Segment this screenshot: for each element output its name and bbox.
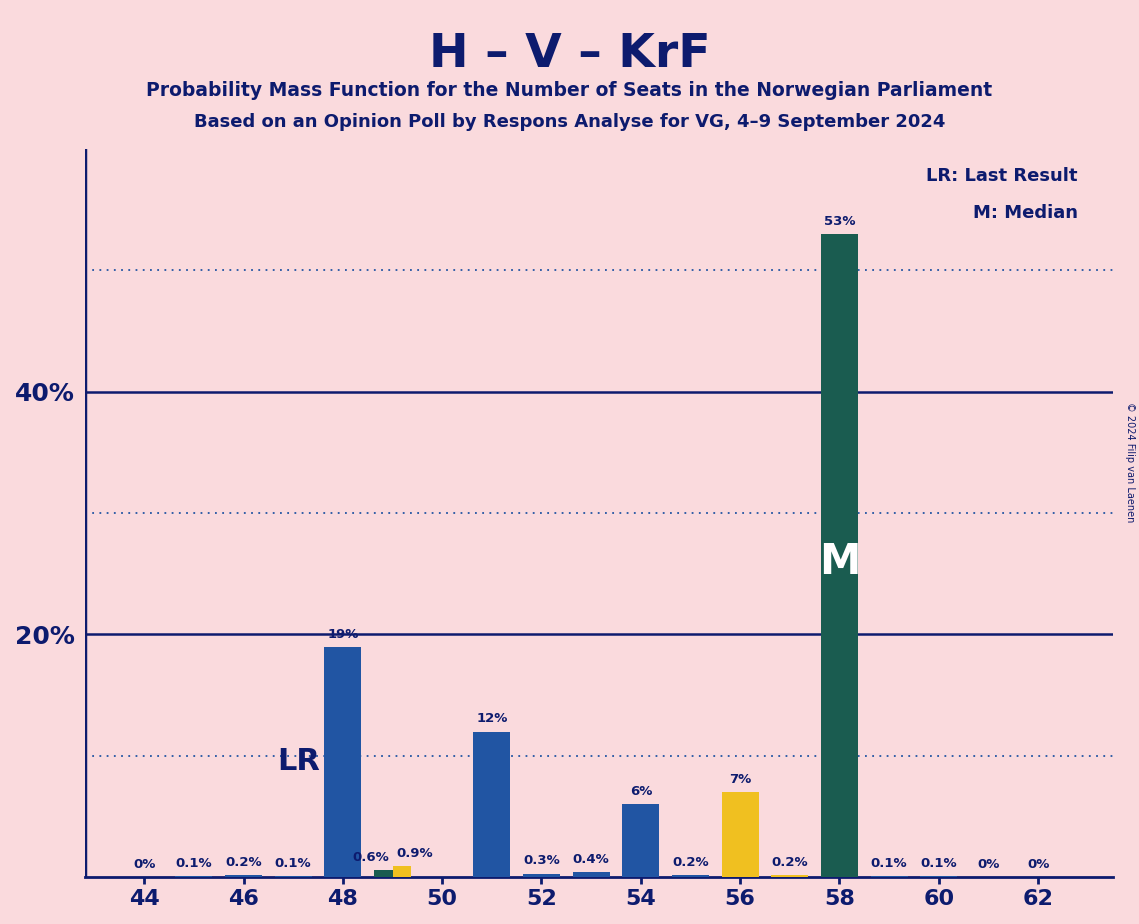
Text: LR: Last Result: LR: Last Result bbox=[926, 167, 1077, 185]
Text: 7%: 7% bbox=[729, 773, 752, 786]
Text: © 2024 Filip van Laenen: © 2024 Filip van Laenen bbox=[1125, 402, 1134, 522]
Bar bbox=[473, 732, 510, 877]
Text: M: Median: M: Median bbox=[973, 203, 1077, 222]
Text: Based on an Opinion Poll by Respons Analyse for VG, 4–9 September 2024: Based on an Opinion Poll by Respons Anal… bbox=[194, 113, 945, 130]
Text: 0.4%: 0.4% bbox=[573, 853, 609, 867]
Text: 0%: 0% bbox=[977, 858, 1000, 871]
Text: 0.2%: 0.2% bbox=[672, 856, 708, 869]
Text: 0.2%: 0.2% bbox=[226, 856, 262, 869]
Text: 0.6%: 0.6% bbox=[352, 851, 390, 864]
Bar bbox=[325, 647, 361, 877]
Bar bbox=[622, 805, 659, 877]
Text: 0.2%: 0.2% bbox=[771, 856, 808, 869]
Bar bbox=[821, 234, 858, 877]
Text: 0.9%: 0.9% bbox=[396, 847, 433, 860]
Text: 12%: 12% bbox=[476, 712, 508, 725]
Text: M: M bbox=[819, 541, 860, 583]
Bar bbox=[870, 876, 908, 877]
Text: 0%: 0% bbox=[1027, 858, 1049, 871]
Text: Probability Mass Function for the Number of Seats in the Norwegian Parliament: Probability Mass Function for the Number… bbox=[147, 81, 992, 101]
Text: 0.3%: 0.3% bbox=[523, 855, 560, 868]
Text: H – V – KrF: H – V – KrF bbox=[428, 32, 711, 78]
Bar bbox=[672, 875, 710, 877]
Text: 0.1%: 0.1% bbox=[871, 857, 908, 869]
Bar bbox=[393, 867, 411, 877]
Bar bbox=[721, 792, 759, 877]
Bar bbox=[374, 869, 393, 877]
Bar bbox=[920, 876, 958, 877]
Bar bbox=[771, 875, 809, 877]
Text: 6%: 6% bbox=[630, 785, 652, 798]
Bar bbox=[224, 875, 262, 877]
Text: LR: LR bbox=[278, 748, 320, 776]
Text: 53%: 53% bbox=[823, 215, 855, 228]
Bar bbox=[523, 873, 560, 877]
Text: 0%: 0% bbox=[133, 858, 155, 871]
Bar bbox=[274, 876, 312, 877]
Text: 0.1%: 0.1% bbox=[920, 857, 957, 869]
Text: 0.1%: 0.1% bbox=[175, 857, 212, 869]
Bar bbox=[175, 876, 213, 877]
Text: 0.1%: 0.1% bbox=[274, 857, 311, 869]
Bar bbox=[573, 872, 609, 877]
Text: 19%: 19% bbox=[327, 627, 359, 640]
